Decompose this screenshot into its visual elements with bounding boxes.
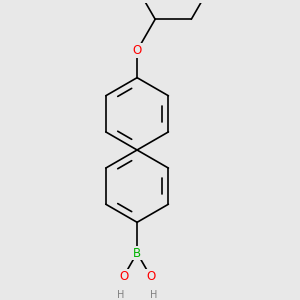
Text: H: H <box>117 290 124 300</box>
Text: H: H <box>149 290 157 300</box>
Text: O: O <box>119 270 128 283</box>
Text: O: O <box>146 270 155 283</box>
Text: O: O <box>133 44 142 57</box>
Text: B: B <box>133 247 141 260</box>
